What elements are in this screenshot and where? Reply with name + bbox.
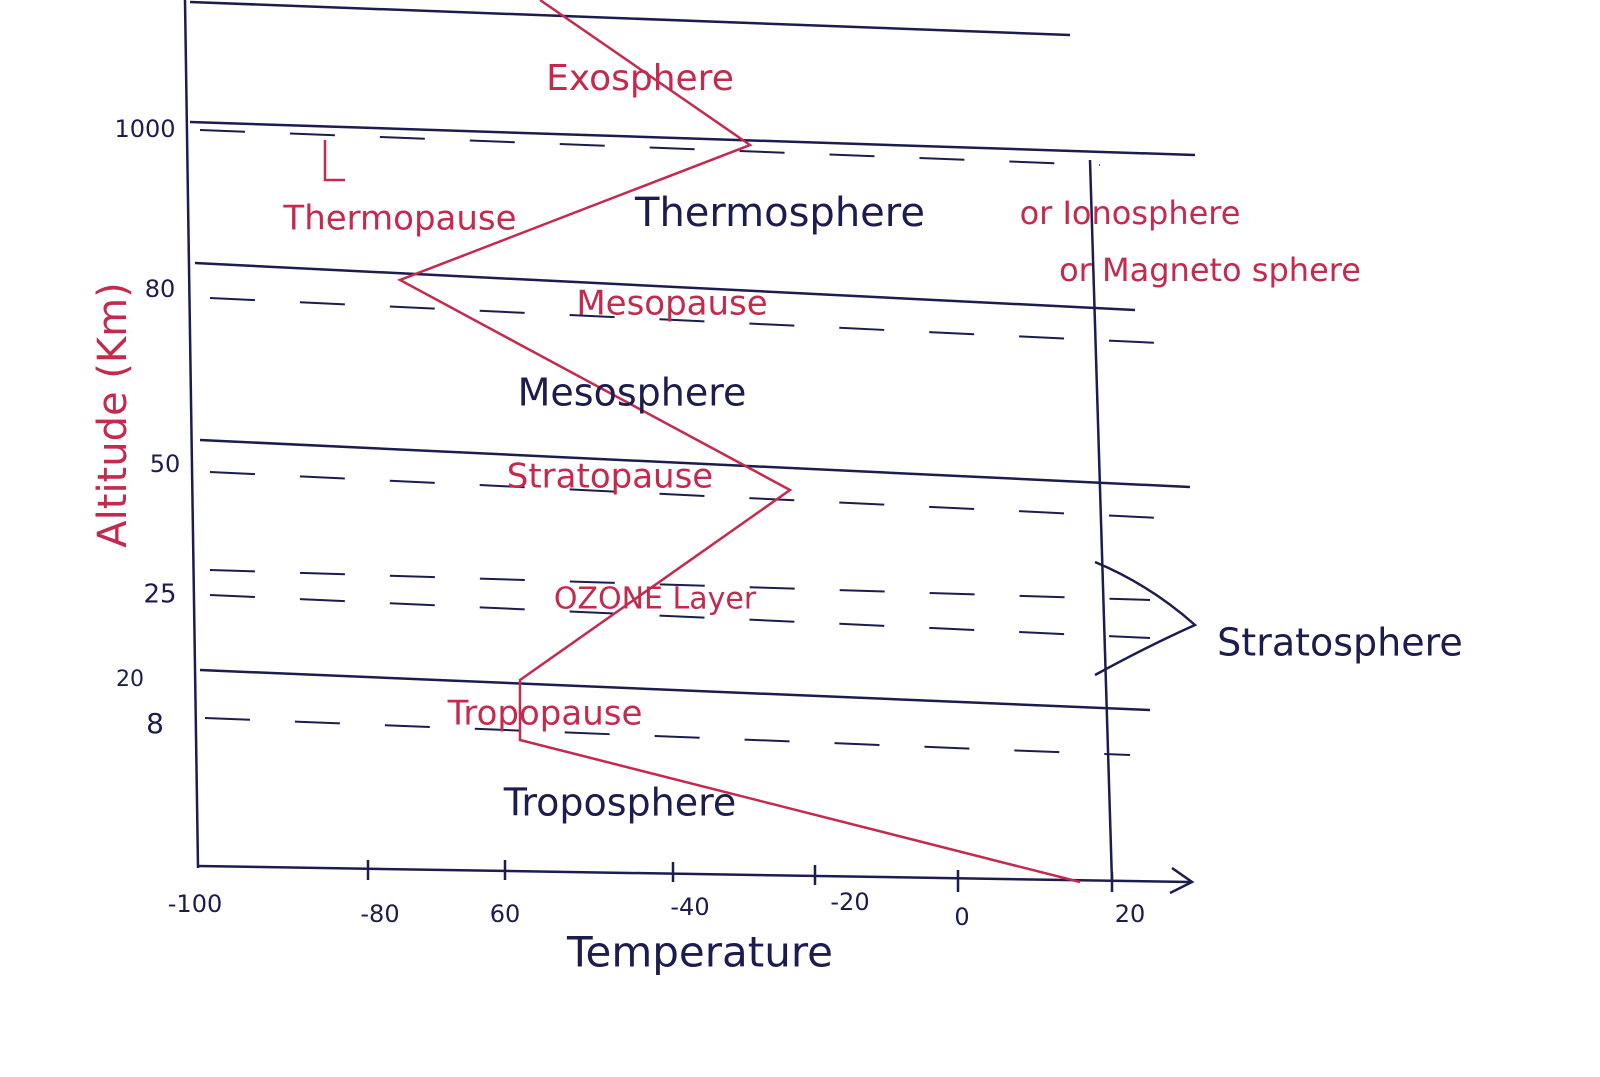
layer-label: Tropopause [447,694,643,734]
x-label: -20 [830,888,869,916]
dashed-line [209,569,1151,601]
dashed-line [209,471,1161,519]
layer-label: Mesosphere [518,371,747,415]
dashed-line [199,129,1101,166]
y-label: 1000 [114,115,175,143]
x-label: -80 [360,900,399,928]
grid-lines [189,0,1196,756]
layer-label: Thermopause [282,199,516,239]
dashed-line [209,297,1161,344]
y-axis [183,0,200,869]
layer-label: Exosphere [546,58,734,99]
x-ticks [366,860,1114,892]
x-axis-title: Temperature [566,928,833,977]
thermopause-arrow [323,140,345,182]
x-label: 20 [1115,900,1146,928]
solid-line [199,438,1191,489]
layer-label: or Magneto sphere [1059,251,1361,289]
y-label: 50 [150,450,181,478]
dashed-line [204,717,1131,756]
layer-label: Mesopause [576,284,767,324]
x-label: 0 [954,903,969,931]
y-label: 20 [116,667,144,692]
layer-label: Stratopause [507,457,713,497]
layer-label: Troposphere [503,781,737,825]
x-axis [197,864,1191,884]
y-label: 25 [143,580,176,610]
brace [1094,560,1198,677]
x-label: 60 [490,900,521,928]
dashed-line [209,594,1151,639]
solid-line [189,0,1071,37]
layer-label: or Ionosphere [1020,194,1241,232]
layer-label: OZONE Layer [554,582,757,617]
y-label: 80 [145,275,176,303]
solid-line [194,261,1136,312]
y-label: 8 [146,707,164,740]
x-label: -40 [670,893,709,921]
right-line [1088,159,1114,883]
solid-line [189,120,1196,157]
y-axis-title: Altitude (Km) [90,282,136,547]
x-label: -100 [168,890,222,918]
axis-arrow [1169,866,1195,895]
solid-line [199,668,1151,712]
layer-label: Stratosphere [1217,621,1463,665]
temperature-profile [397,0,1081,884]
layer-label: Thermosphere [634,190,925,236]
